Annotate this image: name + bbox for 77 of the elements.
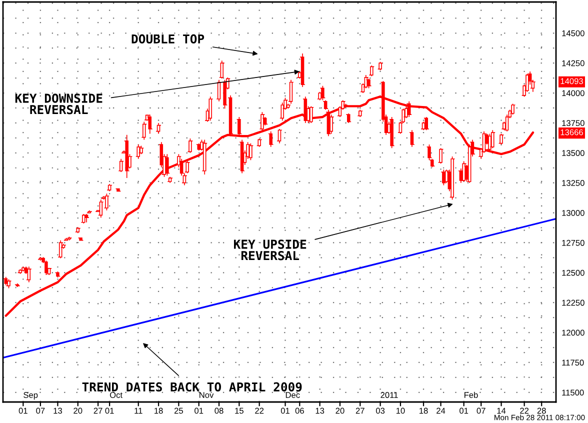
y-tick-label: 14500 <box>562 30 584 36</box>
annotation: Oct <box>110 392 122 398</box>
x-tick-label: 08 <box>214 408 224 414</box>
candlestick <box>407 100 411 118</box>
x-tick-label: 27 <box>94 408 102 414</box>
y-tick-label: 11750 <box>562 360 584 366</box>
candlestick <box>119 158 123 172</box>
candlestick <box>324 100 328 110</box>
x-tick-label: 01 <box>460 408 468 414</box>
x-tick-label: 22 <box>255 408 264 414</box>
y-tick-label: 12000 <box>562 330 584 336</box>
candlestick <box>280 102 284 121</box>
y-tick-label: 13000 <box>562 210 584 216</box>
annotation: KEY UPSIDE REVERSAL <box>234 240 306 260</box>
candlestick <box>4 276 8 286</box>
annotation: 13666 <box>560 129 583 136</box>
x-tick-label: 07 <box>36 408 45 414</box>
candlestick <box>217 79 221 102</box>
x-tick-label: 01 <box>105 408 114 414</box>
y-tick-label: 11500 <box>562 390 584 396</box>
x-tick-label: 18 <box>420 408 428 414</box>
candlestick <box>410 130 414 148</box>
candlestick <box>84 214 88 223</box>
candlestick <box>58 240 62 259</box>
candlestick <box>240 139 244 174</box>
x-tick-label: 01 <box>280 408 290 414</box>
y-tick-label: 12500 <box>562 270 584 276</box>
x-tick-label: 27 <box>356 408 364 414</box>
x-tick-label: 15 <box>235 408 244 414</box>
annotation: Nov <box>200 392 214 398</box>
annotation: 2011 <box>380 392 398 398</box>
y-tick-label: 14000 <box>562 90 584 96</box>
annotation: 14093 <box>560 78 583 84</box>
y-tick-label: 13750 <box>562 120 584 126</box>
x-tick-label: 11 <box>134 408 142 414</box>
candlestick <box>364 74 368 89</box>
candlestick <box>27 266 31 283</box>
x-tick-label: 13 <box>54 408 62 414</box>
y-tick-label: 14250 <box>562 60 584 66</box>
x-tick-label: 01 <box>18 408 28 414</box>
annotation: Sep <box>24 392 38 400</box>
x-tick-label: 07 <box>476 408 486 414</box>
x-tick-label: 01 <box>194 408 204 414</box>
x-tick-label: 18 <box>154 408 163 414</box>
candlestick <box>505 114 509 132</box>
candlestick <box>202 139 206 175</box>
x-tick-label: 14 <box>497 408 506 414</box>
candlestick <box>346 112 350 124</box>
candlestick <box>156 122 160 134</box>
y-tick-label: 13500 <box>562 150 584 156</box>
candlestick <box>220 60 224 80</box>
annotation: DOUBLE TOP <box>132 34 204 44</box>
x-tick-label: 10 <box>396 408 405 414</box>
x-tick-label: 22 <box>520 408 529 414</box>
y-tick-label: 12750 <box>562 240 584 246</box>
candlestick <box>148 114 152 134</box>
candlestick <box>300 53 304 88</box>
candlestick <box>424 116 428 131</box>
annotation: TREND DATES BACK TO APRIL 2009 <box>82 382 302 392</box>
x-tick-label: 20 <box>336 408 344 414</box>
annotation: Feb <box>464 392 478 398</box>
candlestick <box>208 96 212 121</box>
x-tick-label: 06 <box>295 408 304 414</box>
candlestick <box>88 210 92 214</box>
x-tick-label: 24 <box>436 408 446 414</box>
candlestick <box>278 128 282 144</box>
y-tick-label: 13250 <box>562 180 584 186</box>
x-tick-label: 28 <box>537 408 546 414</box>
annotation: Dec <box>286 392 300 398</box>
x-tick-label: 03 <box>376 408 385 414</box>
candlestick <box>289 79 293 104</box>
x-tick-label: 20 <box>74 408 82 414</box>
x-tick-label: 13 <box>316 408 324 414</box>
y-tick-label: 12250 <box>562 300 584 306</box>
x-tick-label: 25 <box>174 408 183 414</box>
candlestick <box>422 121 426 131</box>
annotation: KEY DOWNSIDE REVERSAL <box>15 94 102 114</box>
